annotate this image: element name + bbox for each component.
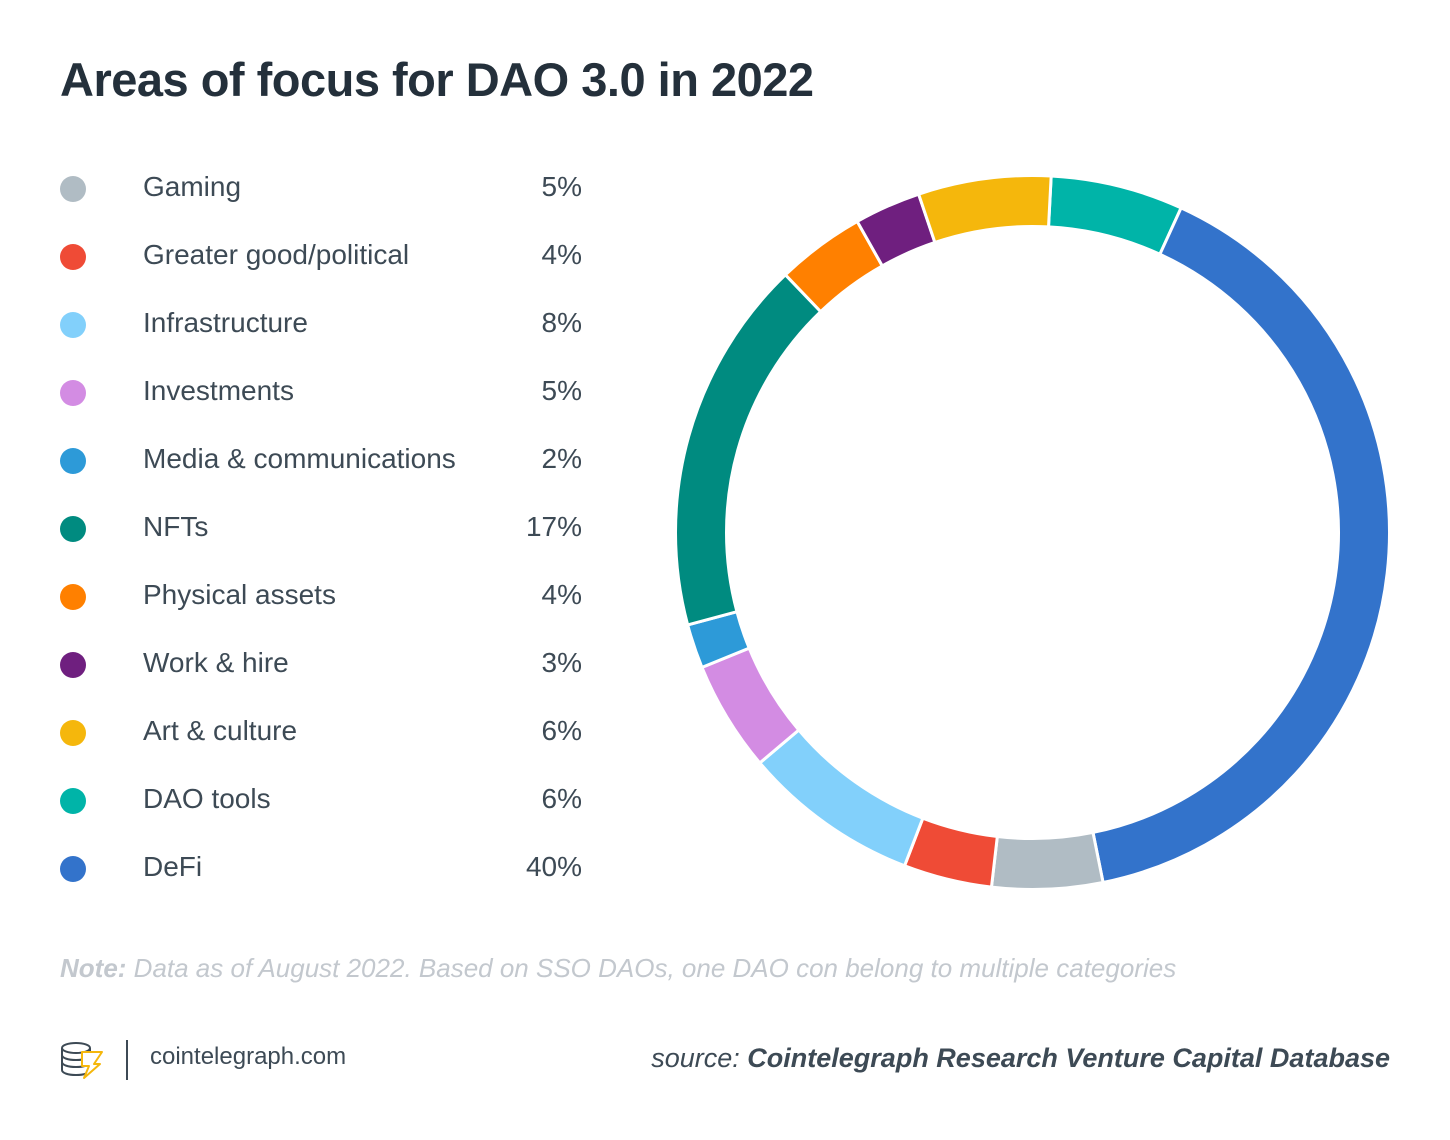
legend-item: Investments 5% (60, 359, 600, 427)
legend-label: Greater good/political (143, 239, 410, 270)
legend-swatch (60, 448, 86, 474)
legend-swatch (60, 856, 86, 882)
source-prefix: source: (651, 1043, 748, 1073)
donut-slice (674, 272, 823, 627)
footer-site-link[interactable]: cointelegraph.com (150, 1043, 347, 1070)
legend-label: DeFi (143, 851, 203, 882)
legend-value: 4% (541, 579, 582, 610)
legend-item: Gaming 5% (60, 155, 600, 223)
chart-legend: Gaming 5% Greater good/political 4% Infrastr… (60, 155, 600, 903)
legend-swatch (60, 652, 86, 678)
legend-label: Media & communications (143, 443, 456, 474)
legend-value: 6% (541, 783, 582, 814)
legend-value: 2% (541, 443, 582, 474)
donut-slice (1046, 174, 1184, 257)
legend-swatch (60, 584, 86, 610)
legend-swatch (60, 244, 86, 270)
legend-item: Physical assets 4% (60, 563, 600, 631)
legend-label: DAO tools (143, 783, 271, 814)
legend-item: Media & communications 2% (60, 427, 600, 495)
legend-label: Gaming (143, 171, 242, 202)
legend-label: Art & culture (143, 715, 298, 746)
footer-divider (126, 1040, 128, 1080)
donut-chart (674, 174, 1391, 891)
legend-item: Greater good/political 4% (60, 223, 600, 291)
legend-label: Physical assets (143, 579, 336, 610)
legend-value: 5% (541, 171, 582, 202)
legend-label: Infrastructure (143, 307, 308, 338)
legend-item: NFTs 17% (60, 495, 600, 563)
donut-slice (757, 727, 925, 868)
note-label: Note: (60, 953, 127, 983)
legend-item: Infrastructure 8% (60, 291, 600, 359)
cointelegraph-logo-icon (61, 1042, 103, 1079)
legend-item: Art & culture 6% (60, 699, 600, 767)
legend-label: NFTs (143, 511, 209, 542)
legend-value: 5% (541, 375, 582, 406)
legend-value: 4% (541, 239, 582, 270)
legend-swatch (60, 312, 86, 338)
source-name: Cointelegraph Research Venture Capital D… (747, 1043, 1390, 1073)
legend-value: 8% (541, 307, 582, 338)
chart-note: Note: Data as of August 2022. Based on S… (60, 953, 1176, 984)
legend-swatch (60, 720, 86, 746)
donut-slice (1091, 205, 1391, 885)
legend-value: 17% (525, 511, 582, 542)
legend-item: Work & hire 3% (60, 631, 600, 699)
note-text: Data as of August 2022. Based on SSO DAO… (126, 953, 1177, 983)
legend-value: 6% (541, 715, 582, 746)
legend-swatch (60, 788, 86, 814)
legend-item: DAO tools 6% (60, 767, 600, 835)
legend-swatch (60, 380, 86, 406)
legend-value: 3% (541, 647, 582, 678)
legend-swatch (60, 516, 86, 542)
chart-title: Areas of focus for DAO 3.0 in 2022 (60, 53, 814, 106)
legend-value: 40% (525, 851, 582, 882)
donut-slice (916, 174, 1053, 245)
donut-slice (989, 830, 1105, 891)
chart-source: source: Cointelegraph Research Venture C… (651, 1043, 1390, 1074)
legend-label: Work & hire (143, 647, 289, 678)
legend-item: DeFi 40% (60, 835, 600, 903)
legend-swatch (60, 176, 86, 202)
legend-label: Investments (143, 375, 294, 406)
